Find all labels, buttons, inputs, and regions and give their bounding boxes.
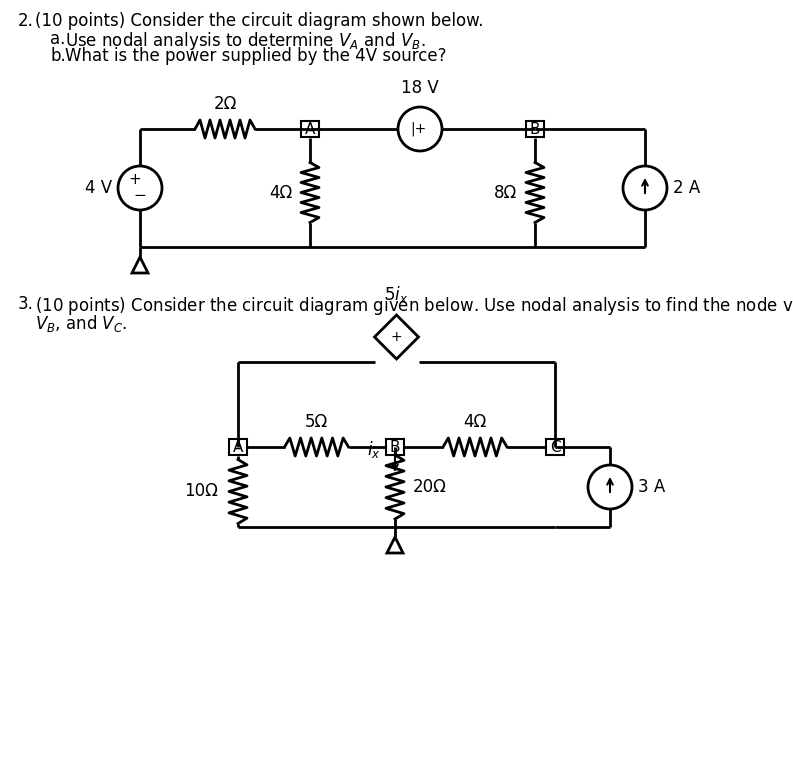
Text: (10 points) Consider the circuit diagram given below. Use nodal analysis to find: (10 points) Consider the circuit diagram… [35, 295, 793, 317]
Text: |+: |+ [410, 122, 426, 136]
Text: 3.: 3. [18, 295, 34, 313]
FancyBboxPatch shape [301, 121, 319, 137]
Text: 8Ω: 8Ω [494, 183, 517, 201]
Polygon shape [132, 257, 148, 273]
Text: +: + [128, 173, 141, 188]
Text: $i_x$: $i_x$ [367, 440, 381, 460]
Text: A: A [233, 440, 243, 454]
Text: 10Ω: 10Ω [184, 482, 218, 500]
Text: B: B [389, 440, 400, 454]
Text: 4Ω: 4Ω [463, 413, 487, 431]
Text: 2Ω: 2Ω [213, 95, 236, 113]
FancyBboxPatch shape [229, 439, 247, 455]
Text: 4Ω: 4Ω [269, 183, 292, 201]
Text: Use nodal analysis to determine $V_A$ and $V_B$.: Use nodal analysis to determine $V_A$ an… [65, 30, 426, 52]
Polygon shape [374, 315, 419, 359]
Text: 2 A: 2 A [673, 179, 700, 197]
Polygon shape [387, 537, 403, 553]
Text: B: B [530, 122, 540, 136]
Text: What is the power supplied by the 4V source?: What is the power supplied by the 4V sou… [65, 47, 446, 65]
Text: 20Ω: 20Ω [413, 478, 447, 496]
Text: a.: a. [50, 30, 65, 48]
Text: b.: b. [50, 47, 66, 65]
Text: $V_B$, and $V_C$.: $V_B$, and $V_C$. [35, 313, 128, 334]
Text: 5$i_x$: 5$i_x$ [385, 284, 408, 305]
Text: (10 points) Consider the circuit diagram shown below.: (10 points) Consider the circuit diagram… [35, 12, 484, 30]
Text: 4 V: 4 V [85, 179, 112, 197]
FancyBboxPatch shape [546, 439, 564, 455]
Text: 3 A: 3 A [638, 478, 665, 496]
Text: −: − [134, 188, 147, 204]
Text: +: + [391, 330, 402, 344]
Text: 2.: 2. [18, 12, 34, 30]
Text: A: A [305, 122, 315, 136]
FancyBboxPatch shape [386, 439, 404, 455]
FancyBboxPatch shape [526, 121, 544, 137]
Text: 5Ω: 5Ω [305, 413, 328, 431]
Text: C: C [550, 440, 561, 454]
Text: 18 V: 18 V [401, 79, 439, 97]
